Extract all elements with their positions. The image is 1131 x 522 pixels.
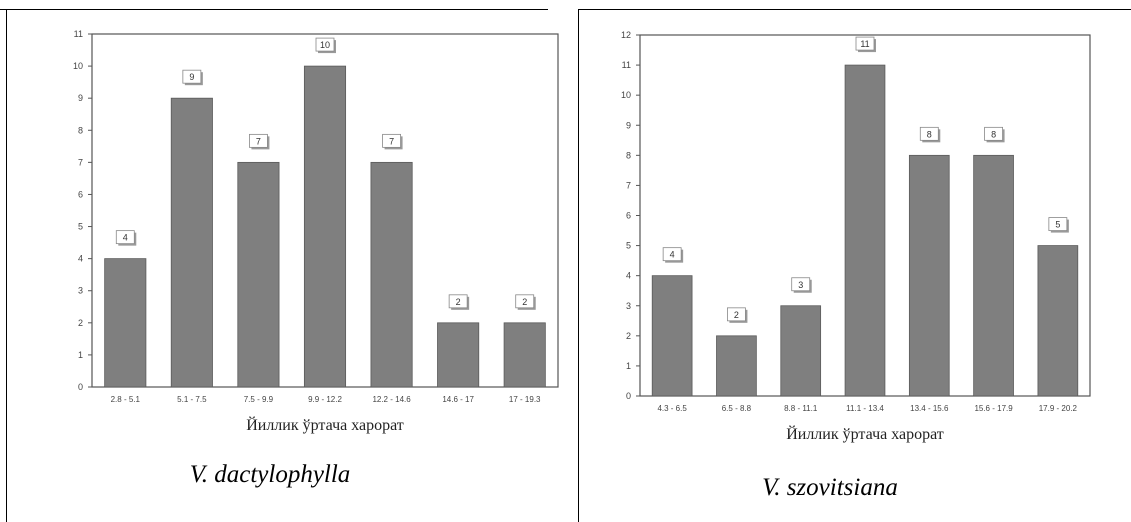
data-label-box <box>919 126 939 141</box>
data-label: 3 <box>798 280 803 290</box>
x-tick-label: 4.3 - 6.5 <box>657 404 687 413</box>
histogram-dactylophylla: 0 1 2 3 4 5 6 7 8 9 10 11 4 2.8 - 5.1 9 5.1 - 7.5 7 7.5 -… <box>73 29 559 434</box>
bar <box>503 322 546 388</box>
data-label-box <box>984 126 1003 141</box>
y-tick-label: 1 <box>626 361 631 371</box>
data-label-box <box>115 230 135 245</box>
y-tick-label: 9 <box>626 120 631 130</box>
y-tick-label: 7 <box>78 157 83 167</box>
y-tick-label: 12 <box>621 30 631 40</box>
data-label: 8 <box>991 129 996 139</box>
data-label-box <box>448 294 468 309</box>
y-tick-label: 8 <box>626 150 631 160</box>
x-axis-label: Йиллик ўртача харорат <box>246 415 404 434</box>
bar <box>170 97 213 388</box>
x-tick-label: 12.2 - 14.6 <box>372 395 411 404</box>
x-tick-label: 17 - 19.3 <box>509 395 541 404</box>
data-label: 4 <box>123 233 128 243</box>
y-tick-label: 10 <box>73 61 83 71</box>
y-tick-label: 11 <box>622 60 631 70</box>
x-tick-label: 11.1 - 13.4 <box>846 404 884 413</box>
data-label: 10 <box>320 40 330 50</box>
bar <box>908 154 950 397</box>
y-tick-label: 9 <box>78 93 83 103</box>
bar <box>973 154 1014 397</box>
data-label-box <box>727 307 746 322</box>
y-tick-label: 5 <box>78 222 83 232</box>
data-label-box <box>1048 217 1068 231</box>
data-label: 8 <box>927 129 932 139</box>
x-tick-label: 9.9 - 12.2 <box>308 395 342 404</box>
x-tick-label: 17.9 - 20.2 <box>1039 404 1078 413</box>
data-label: 2 <box>456 297 461 307</box>
data-label-box <box>791 277 811 292</box>
table-top-border-right <box>578 9 1131 10</box>
table-cell-divider <box>578 9 579 522</box>
table-top-border <box>0 9 548 10</box>
species-caption-right: V. szovitsiana <box>762 474 898 501</box>
bar <box>303 65 347 388</box>
data-label-box <box>382 133 401 148</box>
data-label-box <box>662 247 682 262</box>
data-label: 9 <box>189 72 194 82</box>
y-tick-label: 0 <box>78 382 83 392</box>
y-tick-label: 2 <box>626 331 631 341</box>
bar <box>780 305 822 397</box>
bar <box>370 161 413 388</box>
data-label-box <box>515 294 535 309</box>
y-tick-label: 4 <box>78 254 83 264</box>
species-caption-left: V. dactylophylla <box>189 461 351 488</box>
x-tick-label: 13.4 - 15.6 <box>910 404 949 413</box>
data-label-box <box>249 133 268 148</box>
x-tick-label: 14.6 - 17 <box>442 395 474 404</box>
bar <box>237 161 280 388</box>
data-label: 7 <box>389 136 394 146</box>
y-tick-label: 7 <box>626 180 631 190</box>
data-label: 5 <box>1055 220 1060 230</box>
x-tick-label: 15.6 - 17.9 <box>974 404 1013 413</box>
x-tick-label: 8.8 - 11.1 <box>784 404 818 413</box>
data-label: 2 <box>522 297 527 307</box>
y-tick-label: 11 <box>74 29 83 39</box>
bar <box>437 322 480 388</box>
y-tick-label: 6 <box>78 189 83 199</box>
bar <box>844 64 886 397</box>
y-tick-label: 2 <box>78 318 83 328</box>
x-tick-label: 2.8 - 5.1 <box>111 395 141 404</box>
y-tick-label: 0 <box>626 391 631 401</box>
y-tick-label: 10 <box>621 90 631 100</box>
data-label: 11 <box>860 39 869 49</box>
y-tick-label: 6 <box>626 211 631 221</box>
data-label-box <box>315 37 335 52</box>
x-axis-label: Йиллик ўртача харорат <box>786 424 944 443</box>
y-tick-label: 3 <box>626 301 631 311</box>
y-tick-label: 1 <box>78 350 83 360</box>
data-label: 2 <box>734 310 739 320</box>
table-left-border <box>6 9 7 522</box>
bar <box>651 275 693 397</box>
data-label: 7 <box>256 136 261 146</box>
data-label: 4 <box>670 250 675 260</box>
y-tick-label: 4 <box>626 271 631 281</box>
y-tick-label: 8 <box>78 125 83 135</box>
bar <box>1037 245 1079 397</box>
x-tick-label: 5.1 - 7.5 <box>177 395 207 404</box>
x-tick-label: 6.5 - 8.8 <box>722 404 752 413</box>
y-tick-label: 5 <box>626 241 631 251</box>
x-tick-label: 7.5 - 9.9 <box>244 395 274 404</box>
bar <box>104 258 147 388</box>
data-label-box <box>855 36 875 51</box>
y-tick-label: 3 <box>78 286 83 296</box>
bar <box>716 335 757 397</box>
data-label-box <box>182 69 202 84</box>
